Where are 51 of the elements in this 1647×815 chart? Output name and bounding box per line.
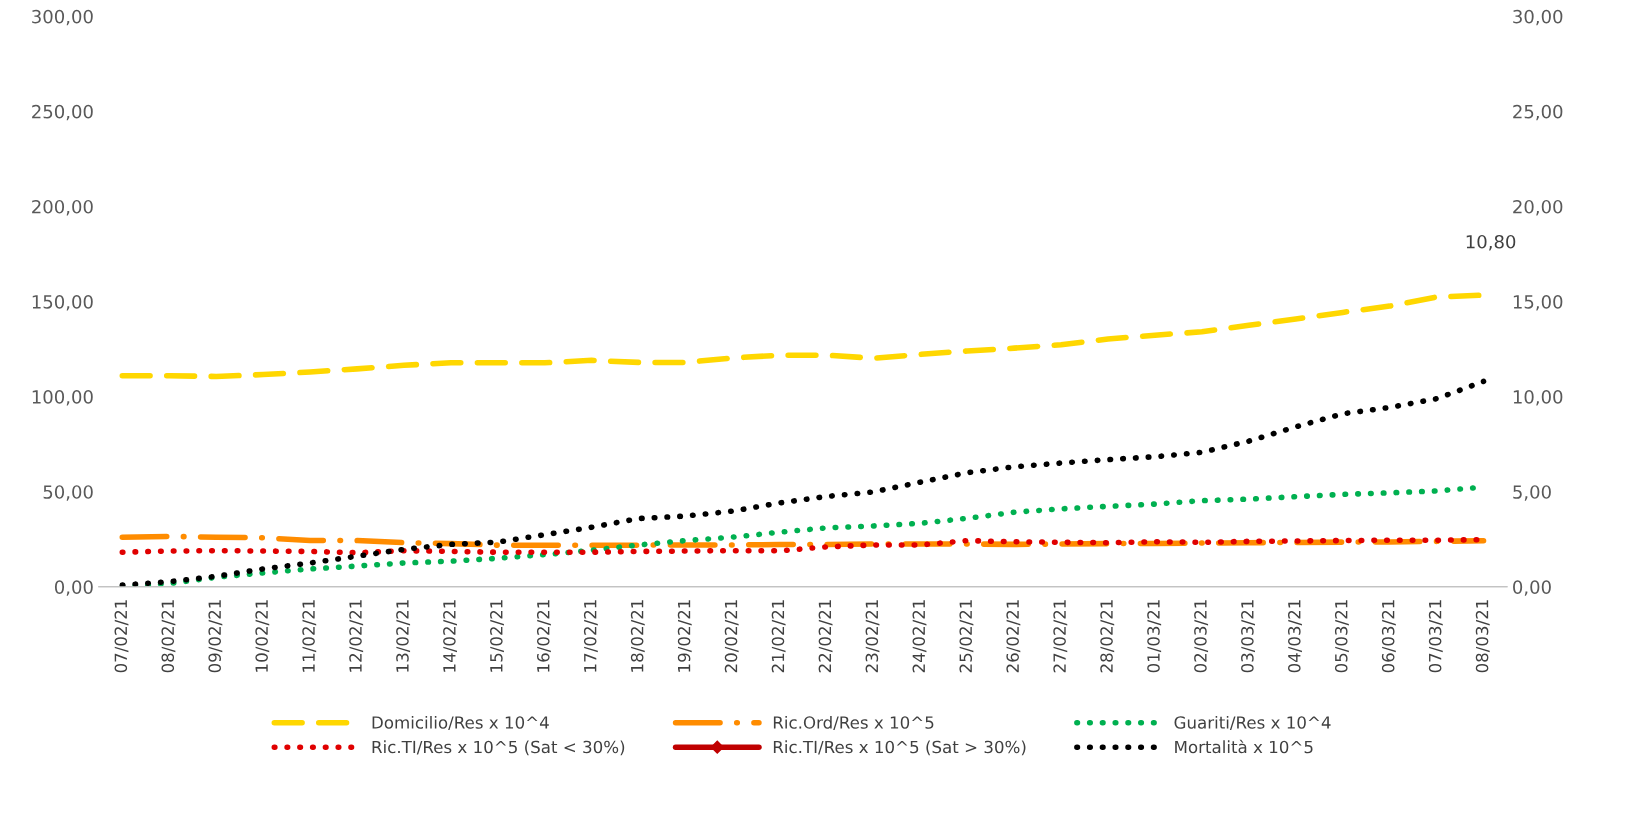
x-tick-label: 22/02/21: [818, 600, 833, 673]
x-tick-label: 17/02/21: [583, 600, 598, 672]
x-tick-label: 09/02/21: [208, 600, 223, 673]
legend-label: Mortalità x 10^5: [1175, 739, 1313, 754]
y-tick-label: 0,00: [54, 580, 93, 596]
x-tick-label: 05/03/21: [1334, 600, 1349, 673]
x-tick-label: 24/02/21: [912, 600, 927, 673]
x-tick-label: 01/03/21: [1147, 600, 1162, 673]
x-tick-label: 21/02/21: [771, 600, 786, 673]
y2-tick-label: 15,00: [1513, 295, 1563, 311]
x-tick-label: 28/02/21: [1100, 600, 1115, 673]
legend-label: Ric.Ord/Res x 10^5: [773, 715, 934, 731]
x-tick-label: 26/02/21: [1006, 600, 1021, 673]
x-tick-label: 08/02/21: [161, 600, 176, 673]
y2-tick-label: 30,00: [1513, 9, 1563, 26]
y-tick-label: 150,00: [32, 295, 93, 311]
x-tick-label: 19/02/21: [677, 600, 692, 672]
x-tick-label: 15/02/21: [490, 600, 504, 672]
y-tick-label: 300,00: [32, 9, 93, 26]
y-tick-label: 50,00: [43, 485, 93, 501]
x-tick-label: 06/03/21: [1381, 600, 1396, 673]
x-tick-label: 23/02/21: [865, 600, 880, 673]
x-tick-label: 10/02/21: [255, 600, 270, 672]
x-tick-label: 16/02/21: [536, 600, 551, 672]
y2-tick-label: 5,00: [1513, 485, 1551, 501]
legend-label: Guariti/Res x 10^4: [1174, 715, 1331, 731]
legend-label: Ric.TI/Res x 10^5 (Sat < 30%): [372, 740, 625, 756]
x-tick-label: 12/02/21: [349, 600, 364, 672]
x-tick-label: 20/02/21: [724, 600, 739, 673]
y2-tick-label: 0,00: [1513, 580, 1551, 596]
y-tick-label: 200,00: [32, 199, 93, 216]
x-tick-label: 07/03/21: [1428, 600, 1443, 673]
y2-tick-label: 25,00: [1513, 104, 1563, 121]
annotation: 10,80: [1466, 234, 1516, 251]
x-tick-label: 07/02/21: [114, 600, 129, 673]
x-tick-label: 03/03/21: [1241, 600, 1255, 673]
y-tick-label: 250,00: [32, 104, 93, 121]
x-tick-label: 04/03/21: [1288, 600, 1302, 673]
y2-tick-label: 20,00: [1513, 199, 1563, 216]
y2-tick-label: 10,00: [1513, 390, 1563, 406]
x-tick-label: 08/03/21: [1475, 600, 1490, 673]
x-tick-label: 18/02/21: [630, 600, 645, 672]
y-tick-label: 100,00: [32, 390, 93, 406]
x-tick-label: 27/02/21: [1053, 600, 1068, 673]
x-tick-label: 02/03/21: [1194, 600, 1209, 673]
x-tick-label: 25/02/21: [959, 600, 974, 673]
x-tick-label: 11/02/21: [302, 600, 317, 672]
legend-label: Domicilio/Res x 10^4: [372, 715, 549, 731]
x-tick-label: 13/02/21: [396, 600, 411, 672]
x-tick-label: 14/02/21: [443, 600, 458, 672]
legend-label: Ric.TI/Res x 10^5 (Sat > 30%): [773, 740, 1026, 756]
